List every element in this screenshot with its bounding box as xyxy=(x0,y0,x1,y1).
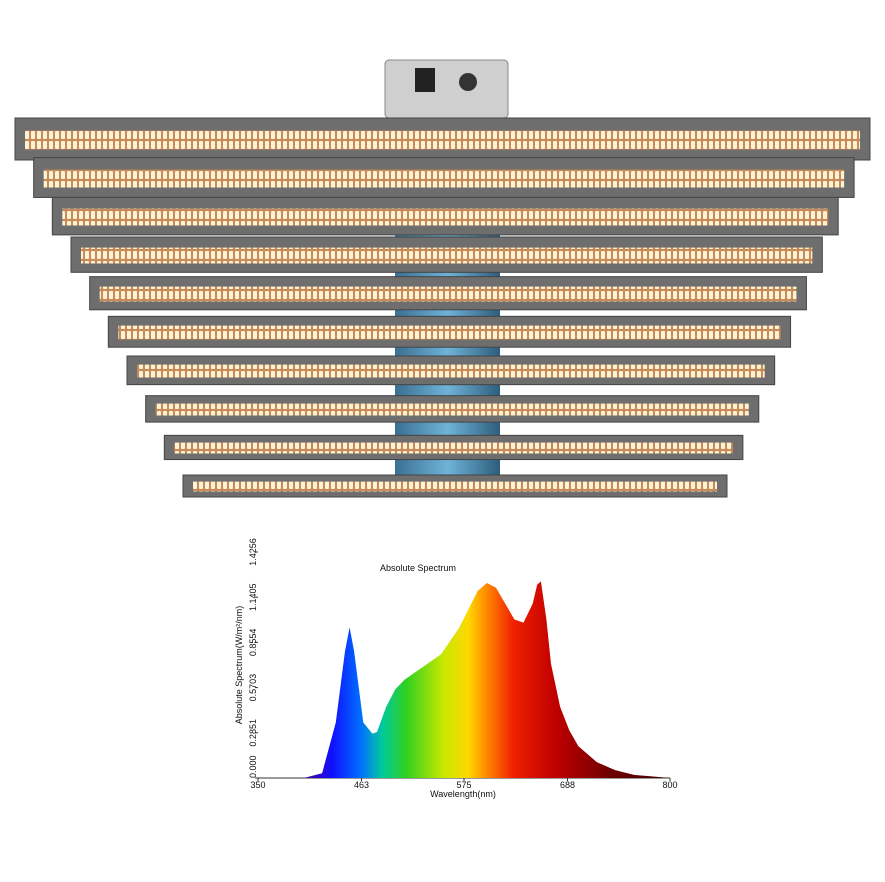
switch xyxy=(415,68,435,92)
led-strip xyxy=(193,481,717,492)
led-strip xyxy=(43,169,845,188)
spectrum-chart: Absolute Spectrum Wavelength(nm) Absolut… xyxy=(234,538,678,799)
led-strip xyxy=(25,130,860,150)
x-tick-label: 350 xyxy=(250,780,265,790)
x-axis-label: Wavelength(nm) xyxy=(430,789,496,799)
y-tick-label: 1.1405 xyxy=(248,583,258,611)
chart-title: Absolute Spectrum xyxy=(380,563,456,573)
spectrum-area xyxy=(303,581,670,778)
y-tick-label: 1.4256 xyxy=(248,538,258,566)
y-tick-label: 0.000 xyxy=(248,755,258,778)
y-tick-label: 0.8554 xyxy=(248,629,258,657)
y-tick-label: 0.2851 xyxy=(248,719,258,747)
x-tick-label: 800 xyxy=(662,780,677,790)
x-tick-label: 463 xyxy=(354,780,369,790)
knob xyxy=(459,73,477,91)
led-strip xyxy=(137,364,765,378)
led-strip xyxy=(174,442,733,454)
y-tick-label: 0.5703 xyxy=(248,674,258,702)
lamp-photo xyxy=(14,59,871,498)
x-tick-label: 688 xyxy=(560,780,575,790)
led-strip xyxy=(118,325,781,340)
led-strip xyxy=(155,403,749,416)
y-axis-label: Absolute Spectrum(W/m²/nm) xyxy=(234,606,244,725)
led-strip xyxy=(99,286,797,302)
led-strip xyxy=(81,247,813,264)
led-strip xyxy=(62,208,829,226)
control-box xyxy=(384,59,509,119)
x-tick-label: 575 xyxy=(456,780,471,790)
